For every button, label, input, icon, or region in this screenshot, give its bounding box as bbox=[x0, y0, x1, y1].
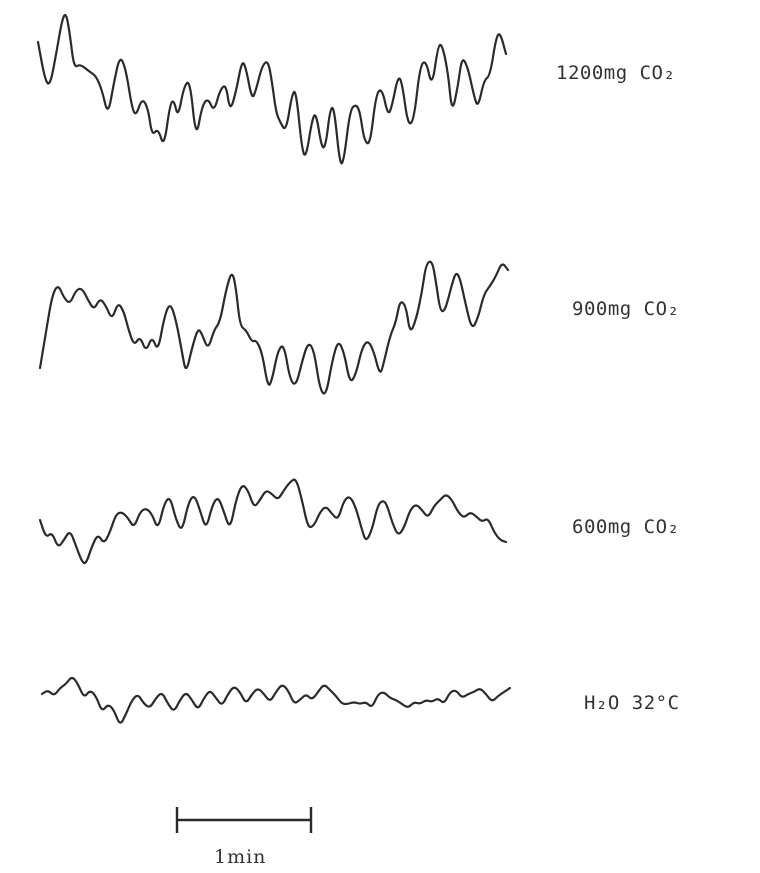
trace-label-h2o-32c: H₂O 32°C bbox=[584, 692, 680, 714]
trace-900mg-co2 bbox=[38, 260, 510, 395]
trace-label-1200mg-co2: 1200mg CO₂ bbox=[556, 62, 676, 84]
scale-bar bbox=[175, 807, 313, 833]
trace-label-600mg-co2: 600mg CO₂ bbox=[572, 516, 680, 538]
trace-h2o-32c bbox=[40, 676, 512, 724]
trace-1200mg-co2 bbox=[36, 13, 508, 165]
scale-bar-label: 1min bbox=[214, 846, 267, 868]
trace-label-900mg-co2: 900mg CO₂ bbox=[572, 298, 680, 320]
trace-600mg-co2 bbox=[38, 478, 508, 565]
